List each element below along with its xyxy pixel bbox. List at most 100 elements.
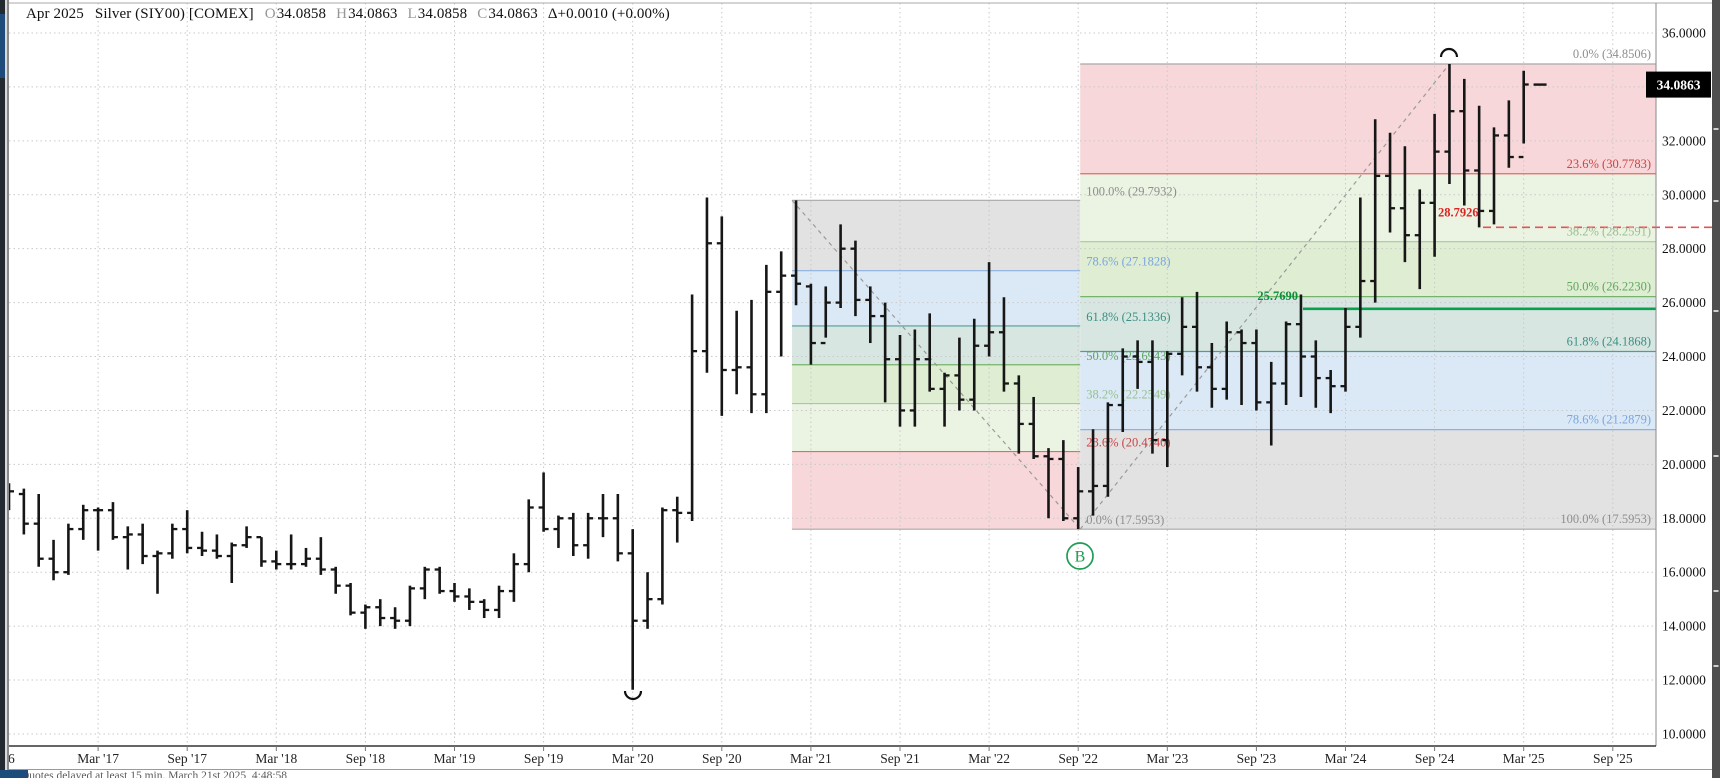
fib-right-band-38.2%[interactable] (1080, 241, 1656, 297)
ohlc-bar[interactable] (107, 502, 118, 540)
ohlc-bar[interactable] (271, 550, 282, 570)
ohlc-bar[interactable] (1503, 100, 1514, 168)
ohlc-bar[interactable] (33, 494, 44, 567)
ohlc-bar[interactable] (716, 216, 727, 416)
ohlc-bar[interactable] (182, 510, 193, 554)
ohlc-bar[interactable] (18, 488, 29, 535)
ohlc-bar[interactable] (1206, 343, 1217, 408)
time-axis-label[interactable]: Mar '20 (612, 751, 654, 766)
ohlc-bar[interactable] (63, 523, 74, 575)
ohlc-bar[interactable] (969, 318, 980, 411)
ohlc-bar[interactable] (984, 262, 995, 357)
ohlc-bar[interactable] (998, 297, 1009, 392)
ohlc-bar[interactable] (627, 529, 638, 690)
ohlc-bar[interactable] (820, 286, 831, 345)
fib-left-band-50.0%[interactable] (792, 364, 1081, 404)
ohlc-bar[interactable] (137, 523, 148, 565)
time-axis-label[interactable]: 6 (8, 751, 15, 766)
ohlc-bar[interactable] (924, 313, 935, 392)
time-axis-label[interactable]: Sep '21 (880, 751, 920, 766)
ohlc-bar[interactable] (256, 536, 267, 567)
time-axis-label[interactable]: Mar '17 (77, 751, 119, 766)
ohlc-bar[interactable] (167, 523, 178, 559)
ohlc-bar[interactable] (1385, 132, 1396, 233)
fib-right-band-50.0%[interactable] (1080, 296, 1656, 352)
ohlc-bar[interactable] (1444, 64, 1455, 184)
ohlc-bar[interactable] (1236, 329, 1247, 406)
ohlc-bar[interactable] (598, 494, 608, 538)
ohlc-bar[interactable] (1028, 396, 1039, 459)
ohlc-bar[interactable] (508, 553, 519, 602)
ohlc-bar[interactable] (197, 531, 208, 557)
ohlc-bar[interactable] (404, 585, 415, 627)
ohlc-bar[interactable] (553, 515, 564, 548)
time-axis-label[interactable]: Mar '23 (1146, 751, 1188, 766)
fib-right-band-0.0%[interactable] (1080, 63, 1656, 174)
fib-trendline-2[interactable] (1079, 63, 1450, 530)
price-axis-label[interactable]: 26.0000 (1662, 295, 1706, 310)
ohlc-bar[interactable] (1221, 321, 1232, 400)
ohlc-bar[interactable] (390, 607, 401, 629)
fib-right-band-61.8%[interactable] (1080, 351, 1656, 430)
ohlc-bar[interactable] (1132, 340, 1143, 389)
price-axis-label[interactable]: 20.0000 (1662, 457, 1706, 472)
ohlc-bar[interactable] (568, 512, 579, 557)
ohlc-bar[interactable] (776, 251, 787, 357)
ohlc-bar[interactable] (895, 334, 905, 427)
ohlc-bar[interactable] (805, 283, 816, 365)
price-axis-label[interactable]: 14.0000 (1662, 619, 1706, 634)
ohlc-bar[interactable] (1192, 291, 1202, 392)
ohlc-bar[interactable] (672, 496, 683, 543)
price-axis-label[interactable]: 28.0000 (1662, 241, 1706, 256)
ohlc-bar[interactable] (152, 550, 163, 594)
ohlc-bar[interactable] (1474, 105, 1485, 228)
ohlc-bar[interactable] (909, 329, 920, 427)
ohlc-bar[interactable] (880, 302, 891, 403)
ohlc-bar[interactable] (449, 582, 460, 602)
ohlc-bar[interactable] (523, 499, 534, 573)
ohlc-bar[interactable] (1117, 348, 1128, 433)
ohlc-bar[interactable] (211, 534, 222, 559)
ohlc-bar[interactable] (583, 512, 594, 559)
ohlc-bar[interactable] (687, 294, 698, 521)
fib-left-band-100.0%[interactable] (792, 200, 1081, 271)
ohlc-bar[interactable] (1399, 146, 1410, 263)
fib-left-band-61.8%[interactable] (792, 325, 1081, 365)
ohlc-bar[interactable] (1459, 78, 1470, 206)
ohlc-bar[interactable] (345, 582, 356, 616)
ohlc-bar[interactable] (1058, 440, 1069, 521)
ohlc-bar[interactable] (1489, 127, 1499, 225)
price-axis-label[interactable]: 10.0000 (1662, 726, 1706, 741)
time-axis-label[interactable]: Sep '23 (1237, 751, 1277, 766)
price-axis-label[interactable]: 30.0000 (1662, 187, 1706, 202)
ohlc-bar[interactable] (464, 588, 475, 610)
ohlc-bar[interactable] (419, 566, 430, 600)
time-axis-label[interactable]: Mar '18 (255, 751, 297, 766)
time-axis-label[interactable]: Sep '24 (1415, 751, 1455, 766)
ohlc-bar-dash[interactable] (1533, 83, 1547, 86)
time-axis-label[interactable]: Sep '18 (346, 751, 386, 766)
ohlc-bar[interactable] (1147, 340, 1158, 454)
ohlc-bar[interactable] (286, 534, 297, 570)
ohlc-bar[interactable] (330, 566, 341, 594)
time-axis-label[interactable]: Sep '25 (1593, 751, 1633, 766)
price-axis-label[interactable]: 16.0000 (1662, 565, 1706, 580)
time-axis-label[interactable]: Mar '22 (968, 751, 1010, 766)
ohlc-bar[interactable] (1266, 361, 1277, 446)
fib-left-band-38.2%[interactable] (792, 403, 1081, 452)
ohlc-bar[interactable] (1370, 119, 1381, 303)
ohlc-bar[interactable] (612, 494, 623, 562)
time-axis-label[interactable]: Sep '17 (167, 751, 207, 766)
high-arc-marker[interactable] (1439, 47, 1459, 58)
time-axis-label[interactable]: Sep '22 (1058, 751, 1098, 766)
fib-left-band-23.6%[interactable] (792, 451, 1081, 530)
time-axis-label[interactable]: Sep '20 (702, 751, 742, 766)
ohlc-bar[interactable] (360, 604, 371, 629)
ohlc-bar[interactable] (1251, 329, 1262, 411)
ohlc-bar[interactable] (301, 547, 311, 567)
ohlc-bar[interactable] (642, 572, 653, 629)
ohlc-bar[interactable] (865, 286, 876, 344)
ohlc-bar[interactable] (791, 200, 802, 306)
price-axis-label[interactable]: 12.0000 (1662, 673, 1706, 688)
time-axis-label[interactable]: Mar '19 (434, 751, 476, 766)
